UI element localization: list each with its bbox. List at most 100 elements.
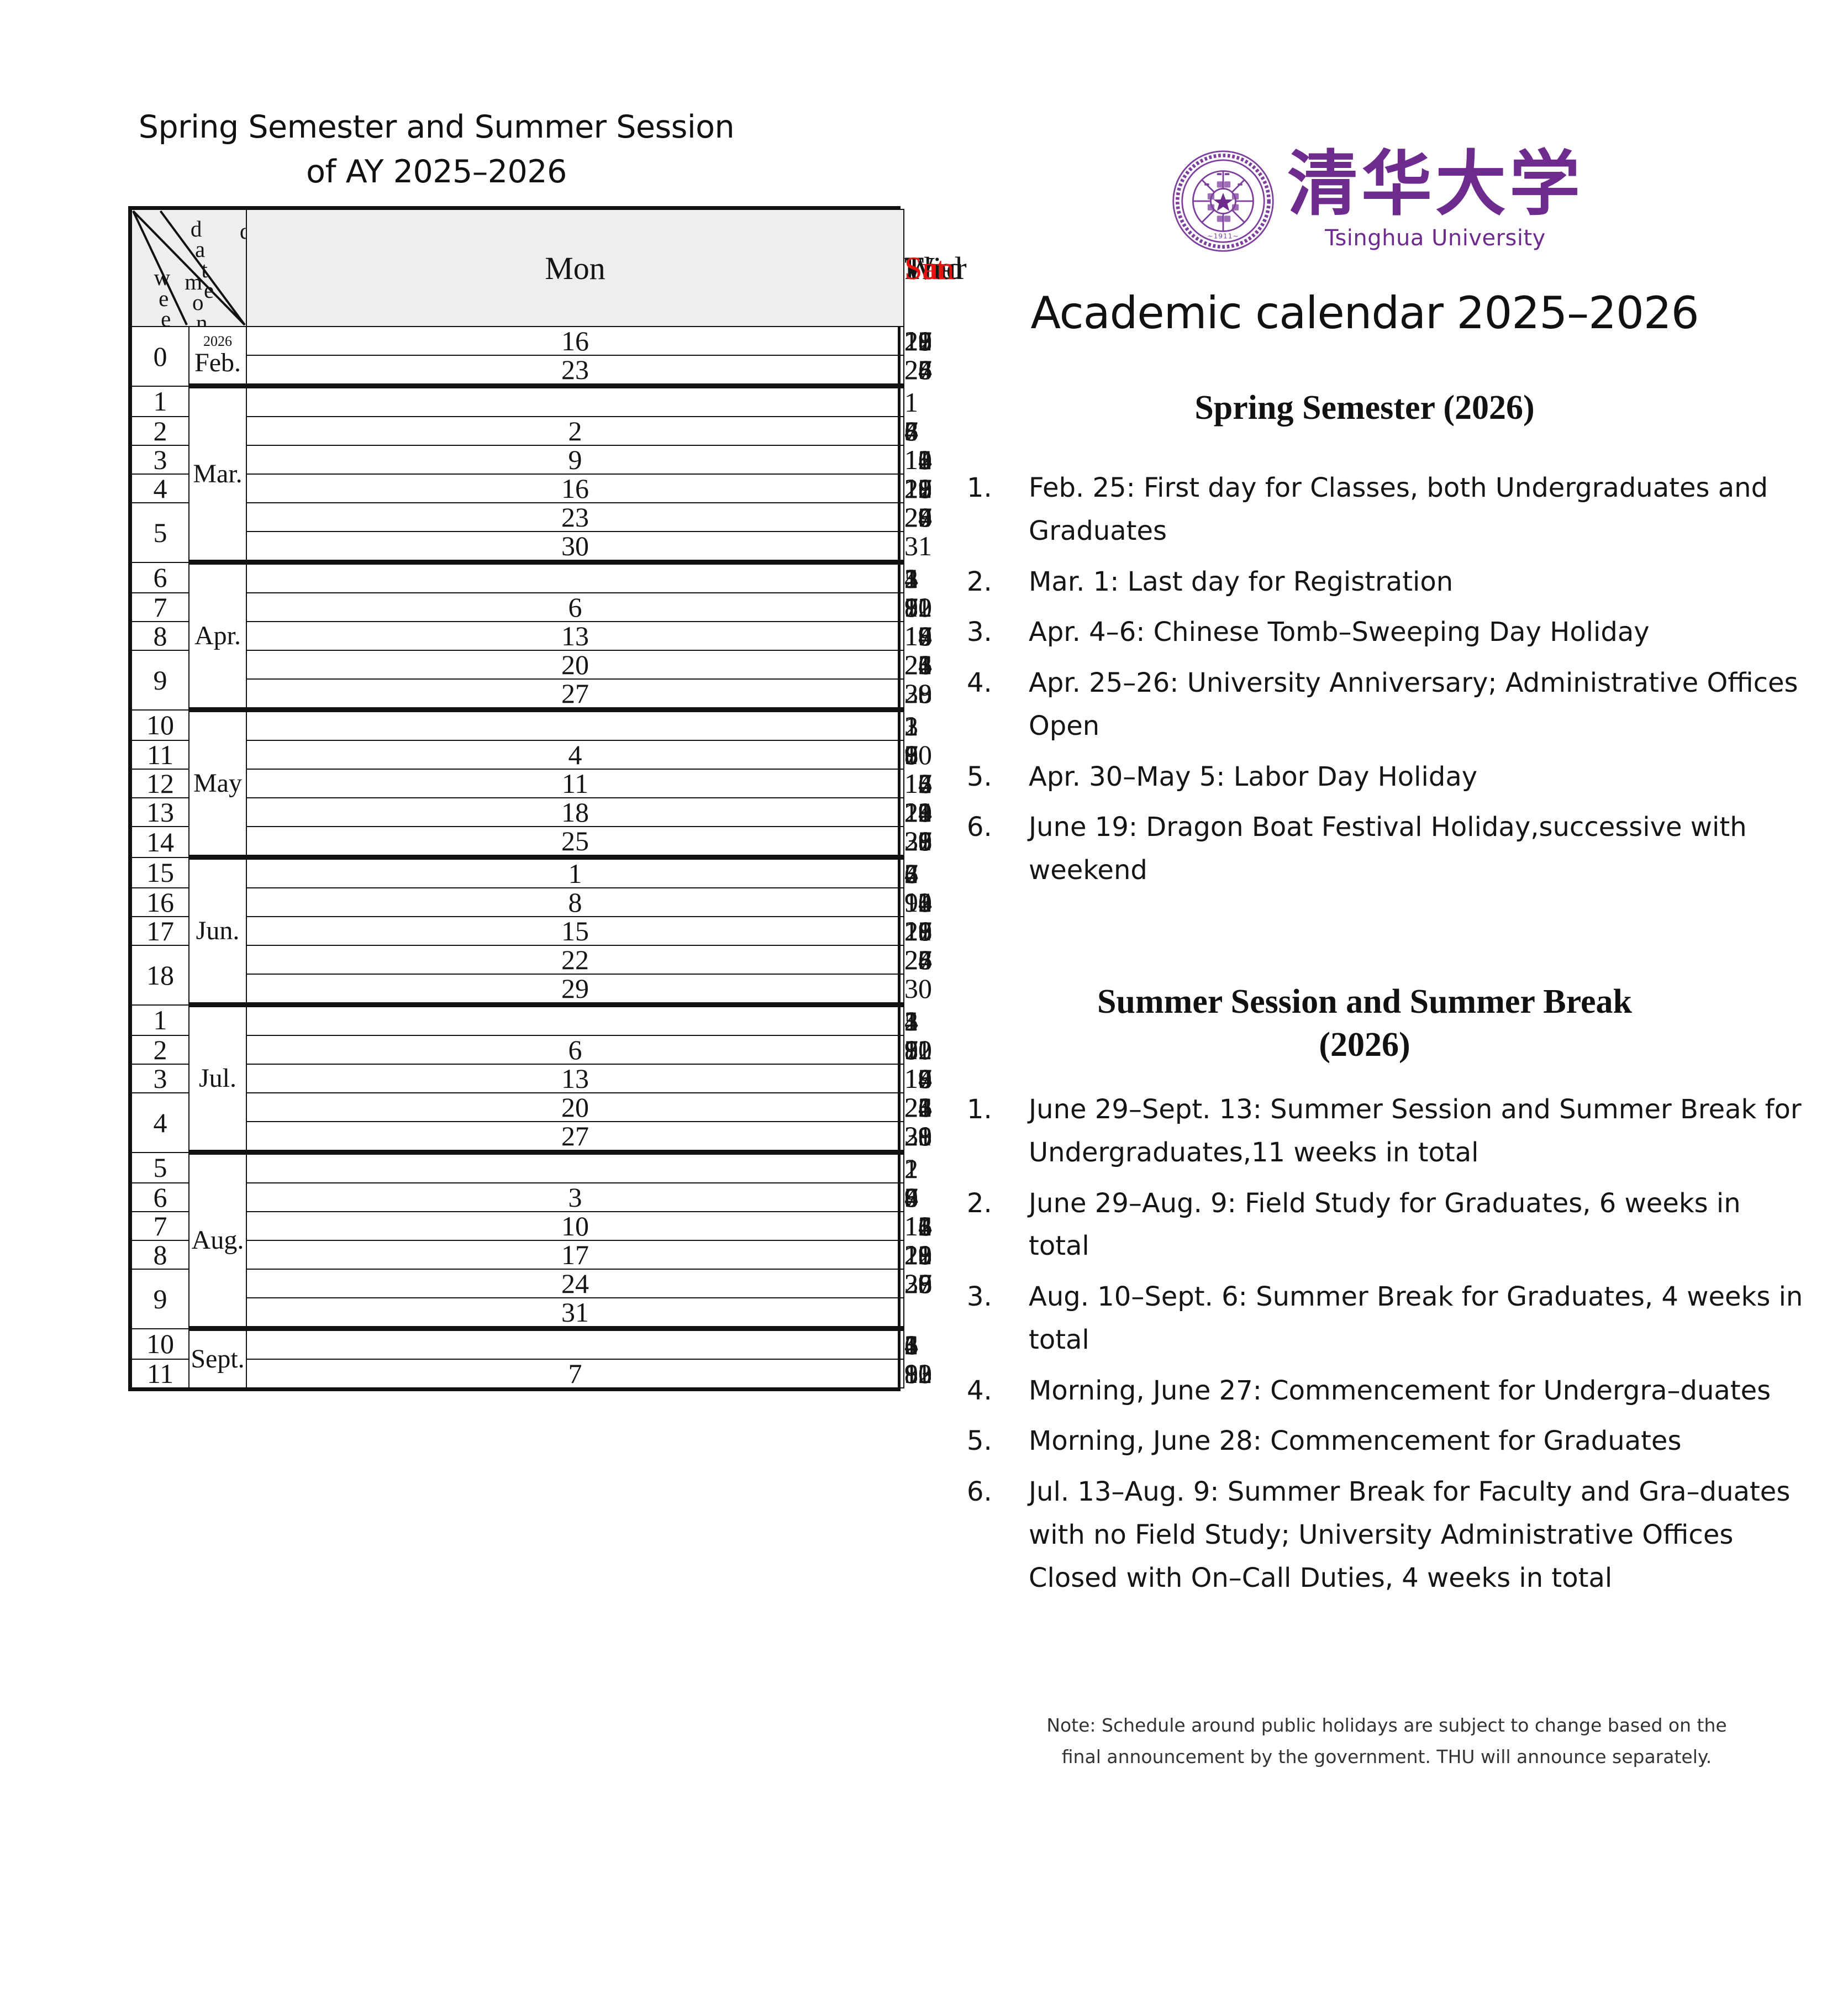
corner-label-week: week [154,265,171,327]
date-cell-empty [246,707,904,741]
date-cell[interactable]: 16 [246,326,904,356]
week-number-cell: 2 [131,1035,189,1065]
date-cell[interactable]: 18 [246,797,904,827]
week-number-cell: 5 [131,502,189,563]
calendar-row: 4 20 21 22 23 24 25 26 [131,1092,932,1153]
date-cell[interactable]: 7 [246,1359,904,1388]
brand-logo: ~1911~ 清华大学 Tsinghua University [1171,149,1583,253]
week-number-cell: 7 [131,592,189,622]
calendar-row: 11 4 5 6 7 8 9 10 [131,740,932,770]
date-cell[interactable]: 13 [246,1064,904,1093]
week-number-cell: 18 [131,945,189,1006]
week-number-cell: 0 [131,326,189,387]
calendar-row: 27 28 29 30 [131,678,932,711]
week-number-cell: 8 [131,621,189,651]
date-cell[interactable]: 30 [246,531,904,563]
summer-list-item-text: June 29–Sept. 13: Summer Session and Sum… [1029,1094,1802,1168]
date-cell[interactable]: 8 [246,887,904,917]
month-name-cell: Jul. [188,1002,247,1153]
spring-list-item-number: 2. [967,566,992,597]
section-heading-summer: Summer Session and Summer Break (2026) [934,981,1796,1066]
week-number-cell: 10 [131,709,189,741]
date-cell[interactable]: 29 [246,974,904,1006]
calendar-row: 9 24 25 26 27 28 29 30 [131,1269,932,1329]
calendar-row: 15 Jun. 1 2 3 4 5 6 7 [131,855,918,1006]
spring-list-item: 5. Apr. 30–May 5: Labor Day Holiday [967,756,1807,799]
month-name-cell: May [188,707,247,858]
date-cell[interactable]: 22 [246,945,904,975]
spring-list-item-text: Mar. 1: Last day for Registration [1029,566,1454,597]
calendar-pane: Spring Semester and Summer Session of AY… [0,0,967,2015]
date-cell[interactable]: 10 [246,1211,904,1241]
date-cell[interactable]: 3 [246,1182,904,1212]
summer-list-item-number: 4. [967,1375,992,1406]
summer-session-list: 1. June 29–Sept. 13: Summer Session and S… [967,1088,1807,1607]
week-number-cell: 2 [131,416,189,446]
week-number-cell: 13 [131,797,189,827]
calendar-row: 23 24 25 26 27 28 [131,355,932,387]
calendar-row: 18 22 23 24 25 26 27 28 [131,945,932,1006]
summer-list-item-text: Jul. 13–Aug. 9: Summer Break for Faculty… [1029,1476,1791,1593]
month-name-cell: Aug. [188,1150,247,1329]
corner-label-month: month [185,269,208,327]
calendar-row: 8 13 14 15 16 17 18 19 [131,621,932,651]
summer-list-item-number: 1. [967,1094,992,1125]
spring-list-item-number: 5. [967,761,992,792]
spring-list-item-text: Feb. 25: First day for Classes, both Und… [1029,472,1768,546]
calendar-year-label: 2026 [203,333,232,349]
summer-list-item-text: June 29–Aug. 9: Field Study for Graduate… [1029,1187,1741,1262]
date-cell[interactable]: 20 [246,650,904,680]
week-number-cell: 4 [131,474,189,503]
spring-semester-list: 1. Feb. 25: First day for Classes, both U… [967,467,1807,900]
date-cell[interactable]: 6 [246,1035,904,1065]
date-cell-empty [246,560,904,593]
date-cell[interactable]: 20 [246,1092,904,1122]
date-cell[interactable]: 11 [246,769,904,798]
date-cell[interactable]: 25 [246,826,904,858]
month-name-cell: Apr. [188,560,247,711]
date-cell[interactable]: 2 [246,416,904,446]
date-cell[interactable]: 1 [246,855,904,888]
date-cell[interactable]: 23 [246,355,904,387]
calendar-row: 7 6 7 8 9 10 11 12 [131,592,932,622]
calendar-row: 5 Aug. 1 2 [131,1150,918,1329]
date-cell[interactable]: 16 [246,474,904,503]
summer-list-item-text: Morning, June 28: Commencement for Gradu… [1029,1425,1682,1457]
date-cell[interactable]: 23 [246,502,904,532]
week-number-cell: 9 [131,650,189,711]
date-cell[interactable]: 4 [246,740,904,770]
calendar-row: 1 Jul. 1 2 3 4 5 [131,1002,918,1153]
date-cell[interactable]: 31 [246,1297,904,1329]
week-number-cell: 12 [131,769,189,798]
date-cell[interactable]: 17 [246,1240,904,1270]
month-name-cell: Mar. [188,383,247,563]
calendar-row: 7 10 11 12 13 14 15 16 [131,1211,932,1241]
week-number-cell: 4 [131,1092,189,1153]
footer-note: Note: Schedule around public holidays ar… [967,1710,1807,1773]
corner-label-day: day [240,218,245,244]
date-cell[interactable]: 24 [246,1269,904,1298]
date-cell[interactable]: 27 [246,678,904,711]
date-cell[interactable]: 6 [246,592,904,622]
date-cell-empty [246,1326,904,1360]
summer-list-item-number: 2. [967,1187,992,1219]
week-number-cell: 10 [131,1328,189,1360]
date-cell[interactable]: 15 [246,916,904,946]
summer-list-item: 6. Jul. 13–Aug. 9: Summer Break for Facul… [967,1471,1807,1600]
date-cell[interactable]: 27 [246,1121,904,1153]
date-cell[interactable]: 9 [246,445,904,475]
week-number-cell: 6 [131,561,189,593]
calendar-row: 27 28 29 30 31 [131,1121,932,1153]
week-number-cell: 5 [131,1151,189,1183]
week-number-cell: 11 [131,740,189,770]
date-cell[interactable]: 13 [246,621,904,651]
spring-list-item-number: 6. [967,812,992,843]
